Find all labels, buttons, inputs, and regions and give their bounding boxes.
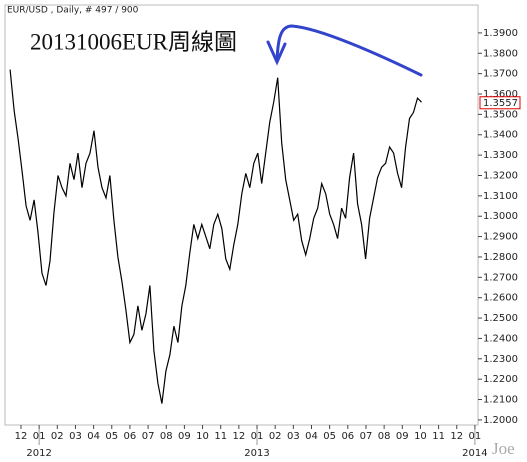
y-tick-label: 1.2300 [483, 354, 518, 365]
x-tick-label: 06 [124, 431, 137, 442]
y-tick-label: 1.2900 [483, 232, 518, 243]
price-line [9, 69, 422, 404]
y-tick-label: 1.2200 [483, 374, 518, 385]
chart-title: 20131006EUR周線圖 [30, 29, 237, 54]
y-tick-label: 1.2400 [483, 333, 518, 344]
x-tick-label: 05 [105, 431, 118, 442]
y-tick-label: 1.3900 [483, 28, 518, 39]
y-tick-label: 1.2600 [483, 293, 518, 304]
x-tick-label: 03 [287, 431, 300, 442]
y-tick-label: 1.3100 [483, 191, 518, 202]
x-tick-label: 04 [305, 431, 318, 442]
y-tick-label: 1.2100 [483, 395, 518, 406]
x-tick-label: 11 [214, 431, 227, 442]
x-tick-label: 07 [360, 431, 373, 442]
y-tick-label: 1.3800 [483, 48, 518, 59]
annotation-arrow [266, 24, 423, 77]
y-tick-label: 1.2000 [483, 415, 518, 426]
x-tick-label: 08 [160, 431, 173, 442]
x-tick-label: 05 [323, 431, 336, 442]
x-tick-label: 02 [269, 431, 282, 442]
x-tick-label: 09 [396, 431, 409, 442]
y-tick-label: 1.3600 [483, 89, 518, 100]
chart-header: EUR/USD , Daily, # 497 / 900 [7, 6, 139, 16]
x-tick-label: 04 [87, 431, 100, 442]
arrow-head [266, 40, 287, 66]
y-tick-label: 1.3500 [483, 109, 518, 120]
x-tick-label: 10 [414, 431, 427, 442]
x-tick-label: 12 [232, 431, 245, 442]
last-price-label: 1.3557 [483, 98, 518, 109]
y-tick-label: 1.3700 [483, 69, 518, 80]
x-tick-label: 11 [432, 431, 445, 442]
y-tick-label: 1.3400 [483, 130, 518, 141]
y-tick-label: 1.3200 [483, 170, 518, 181]
watermark: Joe [492, 439, 515, 458]
x-tick-label: 09 [178, 431, 191, 442]
y-tick-label: 1.3000 [483, 211, 518, 222]
x-tick-label: 10 [196, 431, 209, 442]
year-label: 2014 [462, 448, 487, 459]
arrow-curve [275, 24, 423, 77]
x-tick-label: 03 [69, 431, 82, 442]
plot-frame [4, 4, 479, 426]
x-tick-label: 07 [142, 431, 155, 442]
x-tick-label: 08 [378, 431, 391, 442]
last-price-box [479, 96, 521, 110]
y-tick-label: 1.2700 [483, 272, 518, 283]
x-tick-label: 12 [450, 431, 463, 442]
y-tick-label: 1.2500 [483, 313, 518, 324]
year-label: 2013 [244, 448, 269, 459]
x-tick-label: 02 [51, 431, 64, 442]
y-tick-label: 1.3300 [483, 150, 518, 161]
y-tick-label: 1.2800 [483, 252, 518, 263]
x-tick-label: 12 [15, 431, 28, 442]
year-label: 2012 [26, 448, 51, 459]
x-tick-label: 06 [341, 431, 354, 442]
